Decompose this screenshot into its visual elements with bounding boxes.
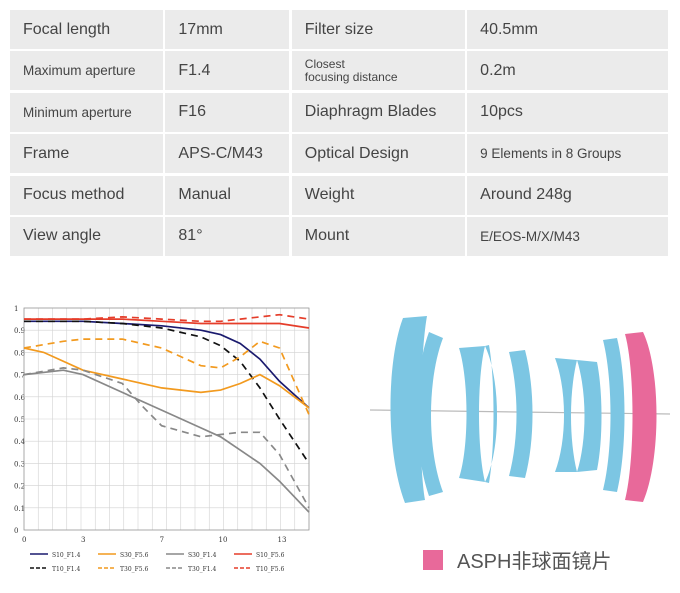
series-line: [24, 318, 310, 329]
mtf-chart: 0 0.1 0.2 0.3 0.4 0.5 0.6 0.7 0.8 0.9 1 0 3 7 10 13 S10_…: [12, 298, 312, 588]
spec-value: Manual: [165, 175, 290, 215]
spec-label: Filter size: [291, 10, 465, 49]
legend-label: T30_F5.6: [120, 566, 149, 573]
spec-value: 9 Elements in 8 Groups: [467, 134, 669, 174]
spec-label: Diaphragm Blades: [291, 92, 465, 132]
legend-label: S30_F1.4: [188, 552, 217, 559]
spec-row: Focal length 17mm Filter size 40.5mm: [10, 10, 678, 49]
spec-row: Minimum aperture F16 Diaphragm Blades 10…: [10, 92, 678, 132]
spec-row: Frame APS-C/M43 Optical Design 9 Element…: [10, 134, 678, 174]
series-line: [23, 347, 310, 409]
spec-label: Frame: [10, 134, 163, 174]
series-line: [24, 313, 310, 323]
spec-value: APS-C/M43: [165, 134, 290, 174]
spec-value: Around 248g: [467, 175, 669, 215]
spec-label-line1: Closest: [304, 56, 345, 71]
legend-label: T10_F1.4: [52, 566, 81, 573]
lens-element-8: [603, 338, 625, 492]
spec-row: Maximum aperture F1.4 Closest focusing d…: [10, 51, 678, 91]
legend-label: S10_F5.6: [256, 552, 285, 559]
asph-legend: ASPH非球面镜片: [423, 545, 611, 574]
lens-element-4: [485, 345, 497, 483]
series-line: [23, 338, 310, 415]
spec-label: Closest focusing distance: [291, 51, 465, 91]
y-tick-label: 0.4: [14, 438, 26, 446]
spec-label: Optical Design: [291, 134, 465, 174]
y-tick-label: 0.3: [14, 460, 25, 468]
plot-frame: [23, 307, 310, 531]
y-tick-label: 0.1: [14, 505, 25, 513]
x-tick-label: 0: [22, 536, 26, 544]
lens-element-3: [459, 346, 485, 482]
series-line: [24, 320, 310, 464]
spec-label: Weight: [291, 175, 465, 215]
spec-label: View angle: [10, 216, 163, 256]
y-tick-label: 0: [14, 527, 18, 535]
spec-value: E/EOS-M/X/M43: [467, 216, 669, 256]
spec-label: Maximum aperture: [10, 51, 163, 91]
x-tick-label: 3: [81, 536, 85, 544]
spec-label: Mount: [291, 216, 465, 256]
spec-label: Focal length: [10, 10, 163, 49]
spec-value: 17mm: [165, 10, 290, 49]
spec-value: 10pcs: [467, 92, 669, 132]
spec-value: 40.5mm: [467, 10, 669, 49]
spec-value: 81°: [165, 216, 290, 256]
legend-label: S10_F1.4: [52, 552, 81, 559]
lens-element-7: [577, 360, 602, 472]
lens-element-1: [390, 316, 427, 503]
spec-label: Minimum aperture: [10, 92, 163, 132]
x-tick-label: 10: [219, 536, 228, 544]
y-tick-label: 0.9: [14, 327, 25, 335]
legend-label: S30_F5.6: [120, 552, 149, 559]
spec-row: View angle 81° Mount E/EOS-M/X/M43: [10, 216, 678, 256]
y-tick-label: 0.8: [14, 349, 25, 357]
spec-label: Focus method: [10, 175, 163, 215]
series-line: [23, 369, 310, 513]
legend-label: T10_F5.6: [256, 566, 285, 573]
spec-value: F1.4: [165, 51, 290, 91]
legend-label: T30_F1.4: [188, 566, 217, 573]
y-tick-label: 0.6: [14, 394, 26, 402]
asph-swatch: [423, 549, 443, 570]
y-tick-label: 1: [14, 305, 18, 313]
x-tick-label: 7: [160, 536, 164, 544]
spec-value: 0.2m: [467, 51, 669, 91]
y-tick-label: 0.2: [14, 483, 25, 491]
lens-element-asph: [625, 332, 657, 502]
mtf-chart-svg: 00.10.20.30.40.50.60.70.80.910 3 7 10 13S10_…: [14, 305, 310, 573]
asph-legend-label: ASPH非球面镜片: [457, 551, 612, 573]
lens-element-2: [417, 332, 443, 496]
spec-value: F16: [165, 92, 290, 132]
spec-label-line2: focusing distance: [304, 69, 398, 84]
spec-row: Focus method Manual Weight Around 248g: [10, 175, 678, 215]
lens-element-5: [509, 350, 533, 478]
lens-element-6: [555, 358, 577, 472]
spec-table: Focal length 17mm Filter size 40.5mm Max…: [10, 10, 678, 258]
y-tick-label: 0.5: [14, 416, 25, 424]
y-tick-label: 0.7: [14, 372, 25, 380]
x-tick-label: 13: [278, 536, 287, 544]
lens-diagram: [365, 300, 675, 515]
lens-diagram-svg: [369, 316, 671, 503]
